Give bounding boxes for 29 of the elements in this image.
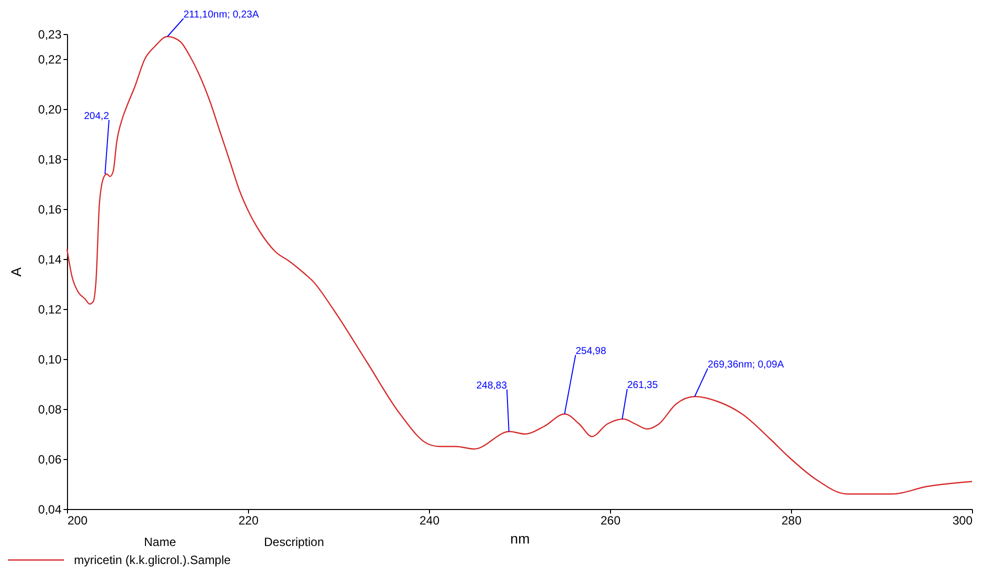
annotation: 211,10nm; 0,23A — [183, 10, 260, 20]
y-tick-label: 0,23 — [38, 28, 62, 42]
annotation: 261,35 — [627, 380, 658, 391]
x-tick-label: 240 — [419, 514, 440, 528]
x-tick-label: 220 — [238, 514, 259, 528]
y-tick-label: 0,08 — [38, 402, 62, 416]
x-axis-title: nm — [510, 530, 530, 546]
y-tick-label: 0,10 — [38, 352, 62, 366]
y-tick-label: 0,20 — [38, 102, 62, 116]
y-tick-label: 0,18 — [38, 152, 62, 166]
legend-title: Name — [144, 535, 176, 549]
y-tick-label: 0,14 — [38, 252, 62, 266]
y-tick-label: 0,12 — [38, 302, 62, 316]
line-series — [66, 36, 973, 495]
text: Description — [264, 535, 324, 549]
x-tick-label: 280 — [781, 514, 802, 528]
x-tick-label: 300 — [952, 514, 973, 528]
y-axis-title: A — [8, 266, 24, 277]
x-tick-label: 260 — [600, 514, 621, 528]
y-tick-label: 0,04 — [38, 502, 62, 516]
annotation: 204,2 — [84, 111, 110, 122]
annotation: 269,36nm; 0,09A — [708, 360, 784, 370]
annotation: 248,83 — [476, 380, 508, 392]
y-tick-label: 0,22 — [38, 52, 62, 66]
y-tick-label: 0,06 — [38, 452, 62, 466]
y-tick-label: 0,16 — [38, 202, 62, 216]
legend-label: myricetin (k.k.glicrol.).Sample — [74, 553, 231, 567]
annotation: 254,98 — [576, 346, 607, 357]
x-tick-label: 200 — [68, 514, 88, 528]
